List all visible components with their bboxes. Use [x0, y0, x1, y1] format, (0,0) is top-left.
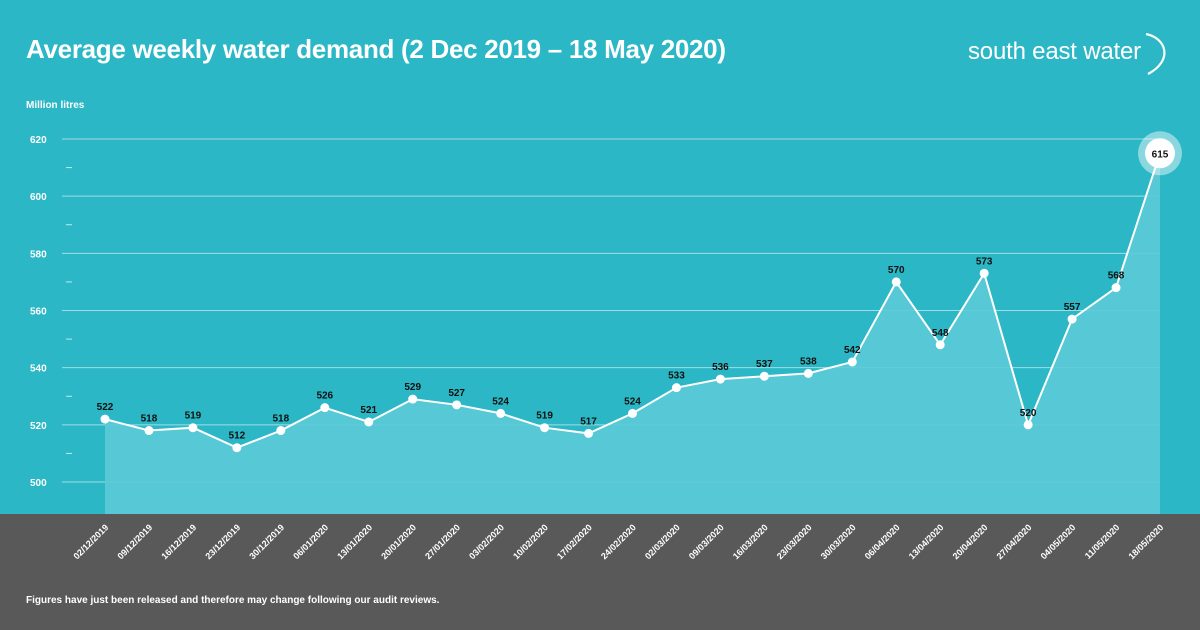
data-label: 521 [360, 405, 377, 416]
y-axis-ticks: 500 520 540 560 580 600 620 [30, 135, 47, 489]
data-point [320, 403, 330, 413]
footnote: Figures have just been released and ther… [26, 595, 440, 606]
data-point [1023, 420, 1033, 430]
data-point [232, 443, 242, 453]
data-label: 529 [404, 382, 421, 393]
data-point [452, 400, 462, 410]
data-label: 518 [272, 414, 289, 425]
data-point [276, 426, 286, 436]
y-tick-label: 620 [30, 135, 47, 146]
data-point [935, 340, 945, 350]
x-tick-label: 18/05/2020 [1126, 522, 1165, 561]
x-tick-label: 04/05/2020 [1039, 522, 1078, 561]
data-point [803, 368, 813, 378]
data-point [979, 268, 989, 278]
y-axis-title: Million litres [26, 100, 85, 111]
data-label: 512 [229, 431, 246, 442]
data-labels: 522 518 519 512 518 526 521 529 527 524 519 517 524 5… [97, 149, 1169, 441]
data-point [671, 383, 681, 393]
x-tick-label: 06/04/2020 [863, 522, 902, 561]
x-tick-label: 24/02/2020 [599, 522, 638, 561]
data-point [891, 277, 901, 287]
data-label: 570 [888, 265, 905, 276]
data-label: 537 [756, 359, 773, 370]
data-point [188, 423, 198, 433]
data-label: 519 [185, 411, 202, 422]
data-point [144, 426, 154, 436]
x-tick-label: 27/04/2020 [995, 522, 1034, 561]
data-label: 615 [1152, 149, 1169, 160]
data-point [496, 408, 506, 418]
data-label: 538 [800, 356, 817, 367]
x-tick-label: 06/01/2020 [291, 522, 330, 561]
data-point [715, 374, 725, 384]
x-tick-label: 20/01/2020 [379, 522, 418, 561]
y-tick-label: 500 [30, 478, 47, 489]
data-label: 518 [141, 414, 158, 425]
data-point [759, 371, 769, 381]
data-label: 527 [448, 388, 465, 399]
data-point [847, 357, 857, 367]
x-tick-label: 09/03/2020 [687, 522, 726, 561]
data-label: 520 [1020, 408, 1037, 419]
logo-swoosh-icon [1145, 32, 1166, 75]
x-tick-label: 13/04/2020 [907, 522, 946, 561]
chart-title: Average weekly water demand (2 Dec 2019 … [26, 34, 726, 64]
data-label: 519 [536, 411, 553, 422]
x-tick-label: 30/03/2020 [819, 522, 858, 561]
x-tick-label: 23/12/2019 [203, 522, 242, 561]
x-tick-label: 10/02/2020 [511, 522, 550, 561]
x-tick-label: 23/03/2020 [775, 522, 814, 561]
x-tick-label: 27/01/2020 [423, 522, 462, 561]
data-label: 568 [1108, 271, 1125, 282]
x-tick-label: 02/12/2019 [71, 522, 110, 561]
data-point [100, 414, 110, 424]
brand-logo: south east water [968, 38, 1141, 65]
data-point [1111, 283, 1121, 293]
y-tick-label: 520 [30, 421, 47, 432]
x-axis-band [0, 514, 1200, 630]
data-label: 542 [844, 345, 861, 356]
data-point [540, 423, 550, 433]
x-tick-label: 30/12/2019 [247, 522, 286, 561]
x-tick-label: 16/03/2020 [731, 522, 770, 561]
y-tick-label: 560 [30, 307, 47, 318]
data-points [100, 131, 1182, 453]
data-point [364, 417, 374, 427]
x-tick-label: 20/04/2020 [951, 522, 990, 561]
data-label: 517 [580, 416, 597, 427]
data-label: 526 [316, 391, 333, 402]
x-tick-label: 17/02/2020 [555, 522, 594, 561]
x-tick-label: 02/03/2020 [643, 522, 682, 561]
data-label: 557 [1064, 302, 1081, 313]
data-label: 524 [492, 396, 509, 407]
x-tick-label: 13/01/2020 [335, 522, 374, 561]
x-tick-label: 11/05/2020 [1083, 522, 1122, 561]
data-point [1145, 138, 1175, 169]
data-label: 573 [976, 256, 993, 267]
data-label: 533 [668, 371, 685, 382]
data-point [1067, 314, 1077, 324]
data-point [408, 394, 418, 404]
data-label: 522 [97, 402, 114, 413]
y-tick-label: 600 [30, 192, 47, 203]
x-tick-label: 09/12/2019 [115, 522, 154, 561]
y-tick-label: 540 [30, 364, 47, 375]
data-label: 536 [712, 362, 729, 373]
x-axis-ticks: 02/12/2019 09/12/2019 16/12/2019 23/12/2019… [71, 522, 1165, 561]
x-tick-label: 16/12/2019 [159, 522, 198, 561]
y-tick-label: 580 [30, 249, 47, 260]
data-point [628, 408, 637, 418]
data-label: 548 [932, 328, 949, 339]
data-point [584, 428, 594, 438]
data-label: 524 [624, 396, 641, 407]
x-tick-label: 03/02/2020 [467, 522, 506, 561]
